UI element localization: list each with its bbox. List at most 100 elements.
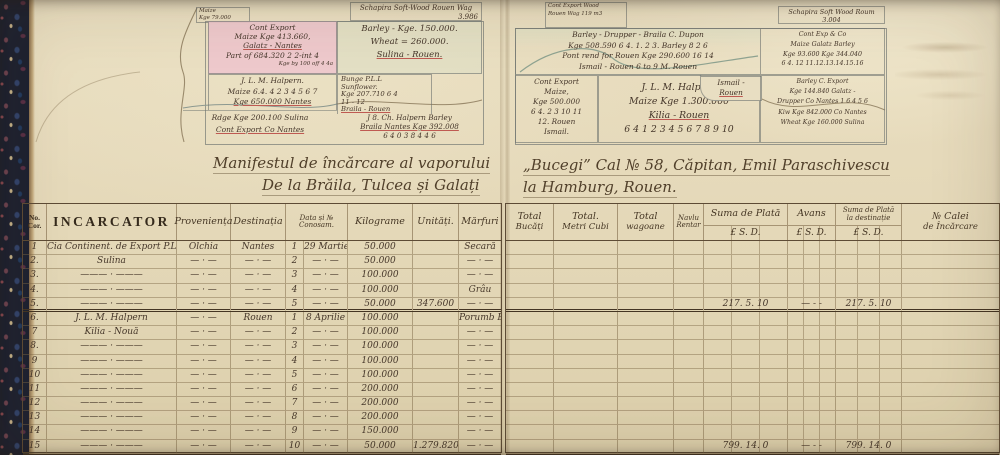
plan-text-line: Maize (199, 8, 216, 14)
table-row: 10 ——— · ——— — · — — · — 5 — · — 100.000… (23, 368, 501, 383)
cell-kilograme: 100.000 (348, 269, 413, 284)
cell-avans: — - - (788, 297, 836, 312)
plan-text-line: Kge 144.840 Galatz - (789, 88, 856, 96)
cell-incarcator: ——— · ——— (47, 439, 177, 454)
cell-incarcator: Cia Continent. de Export P.L. (47, 241, 177, 256)
cell-total-bucati (506, 269, 554, 284)
cell-suma-de-plata (704, 311, 788, 327)
cell-data: — · — (304, 283, 348, 298)
cell-suma-de-plata: 799. 14. 0 (704, 439, 788, 454)
book-binding-marbled (0, 0, 29, 455)
cell-destinatia: — · — (231, 397, 286, 412)
cell-marfuri: — · — (459, 340, 501, 355)
col-header-incarcator: INCARCATOR (47, 204, 177, 240)
plan-text-line: Barley - Kge. 150.000. (361, 24, 458, 34)
cell-total-metri-cubi (554, 297, 618, 312)
plan-text-line: 12. Rouen (537, 117, 576, 126)
cell-unitati (413, 411, 459, 426)
cell-no: 9 (23, 354, 47, 369)
header-text: Total. (572, 210, 599, 222)
cell-unitati (413, 425, 459, 440)
cell-provenienta: — · — (177, 311, 231, 327)
cell-marfuri: — · — (459, 440, 501, 454)
plan-text-line: J. L. M. Halpern (641, 82, 717, 93)
cell-avans (788, 368, 836, 383)
plan-text-line: Rouen Wag 119 m3 (548, 10, 603, 17)
header-text: Suma de Plată (710, 208, 781, 220)
cell-no: 1 (23, 241, 47, 256)
plan-text-line: Braila - Rouen (341, 105, 391, 114)
compartment-cont-export-maize: Cont Export Maize, Kge 500.000 6 4. 2 3 10 … (515, 75, 598, 143)
header-text: Suma de Plată (842, 206, 895, 214)
cell-avans: — - - (788, 439, 836, 454)
cell-navlu-rentar (674, 255, 704, 270)
cell-provenienta: — · — (177, 340, 231, 355)
plan-text-line: Kge 500.000 (533, 97, 580, 106)
cell-conosament-nr: 6 (286, 382, 304, 398)
cell-nr-calei (902, 284, 999, 298)
cell-avans (788, 255, 836, 270)
cell-destinatia: — · — (231, 340, 286, 355)
deck-label-schapira-softwood-left: Schapira Soft-Wood Rouen Wag 3.986 (350, 2, 482, 21)
table-row: 7 Kilia - Nouă — · — — · — 2 — · — 100.0… (23, 326, 501, 341)
plan-text-line: 11 - 12 (341, 97, 365, 106)
cell-navlu-rentar (674, 354, 704, 369)
cell-total-metri-cubi (554, 368, 618, 383)
cell-suma-destinatie (836, 255, 902, 270)
cell-nr-calei (902, 383, 999, 398)
cell-unitati (413, 368, 459, 383)
cell-marfuri: — · — (459, 369, 501, 383)
cell-provenienta: — · — (177, 439, 231, 454)
cell-data: — · — (304, 354, 348, 369)
cell-suma-destinatie (836, 411, 902, 426)
cell-total-bucati (506, 311, 554, 327)
cell-suma-de-plata (704, 354, 788, 369)
cell-provenienta: — · — (177, 326, 231, 341)
cell-unitati (413, 326, 459, 341)
plan-text-line: Schapira Soft Wood Roum (788, 8, 875, 16)
cell-suma-de-plata: 217. 5. 10 (704, 297, 788, 312)
cell-total-bucati (506, 368, 554, 383)
cell-total-wagoane (618, 269, 674, 284)
compartment-halpern-maize: J. L. M. Halpern. Maize 6.4. 4 2 3 4 5 6 … (208, 74, 337, 110)
cell-unitati (413, 269, 459, 284)
cell-no: 5. (23, 297, 47, 312)
cell-total-metri-cubi (554, 354, 618, 369)
cell-total-wagoane (618, 397, 674, 412)
cell-kilograme: 200.000 (348, 411, 413, 426)
header-text: Cor. (27, 221, 42, 230)
col-header-data-conosament: Data și № Conosam. (286, 204, 348, 240)
cell-total-metri-cubi (554, 382, 618, 398)
cell-total-bucati (506, 241, 554, 256)
plan-text-line: Rdge Kge 200.100 Sulina (211, 113, 309, 122)
cell-data: — · — (304, 439, 348, 454)
cell-data: 8 Aprilie (304, 311, 348, 327)
header-text: Avans (797, 208, 826, 220)
col-header-suma-destinatie: Suma de Plată la destinație £ S. D. (836, 204, 902, 240)
plan-text-line: Kiw Kge 842.000 Co Nantes (778, 108, 867, 116)
cell-no: 14 (23, 425, 47, 440)
cell-navlu-rentar (674, 382, 704, 398)
cell-avans (788, 354, 836, 369)
cell-incarcator: ——— · ——— (47, 297, 177, 312)
table-row: 217. 5. 10 — - - 217. 5. 10 (506, 297, 999, 312)
cell-nr-calei (902, 425, 999, 440)
cell-data: — · — (304, 326, 348, 341)
cell-suma-de-plata (704, 283, 788, 298)
cell-total-wagoane (618, 354, 674, 369)
table-row: 2. Sulina — · — — · — 2 — · — 50.000 — ·… (23, 255, 501, 270)
cell-marfuri: Grâu (459, 284, 501, 298)
cell-navlu-rentar (674, 326, 704, 341)
cell-marfuri: — · — (459, 326, 501, 341)
cell-data: — · — (304, 411, 348, 426)
col-header-total-metri-cubi: Total. Metri Cubi (554, 204, 618, 240)
compartment-ismail-rouen-label: Ismail - Rouen (700, 76, 762, 101)
header-text: la destinație (846, 213, 891, 222)
plan-text-line: Cont Exp & Co (798, 31, 847, 38)
cell-marfuri: — · — (459, 383, 501, 398)
cell-total-metri-cubi (554, 425, 618, 440)
plan-text-line: Galatz - Nantes (243, 41, 302, 51)
compartment-halpern-kilia-rouen: J. L. M. Halpern Maize Kge 1.300.000 Kilia… (598, 75, 760, 143)
cell-data: — · — (304, 368, 348, 383)
compartment-cont-export-pink: Cont Export Maize Kge 413.660, Galatz - Na… (208, 21, 337, 74)
